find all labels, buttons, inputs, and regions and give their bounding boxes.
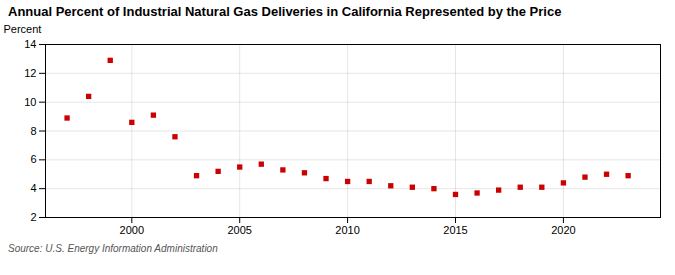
svg-text:2: 2 <box>30 211 36 223</box>
svg-text:6: 6 <box>30 153 36 165</box>
svg-text:2015: 2015 <box>443 224 467 236</box>
svg-text:2020: 2020 <box>551 224 575 236</box>
svg-text:2000: 2000 <box>120 224 144 236</box>
svg-text:4: 4 <box>30 182 36 194</box>
html-text:Source: U.S. Energy Informatio: Source: U.S. Energy Information Administ… <box>8 243 218 254</box>
svg-text:10: 10 <box>24 96 36 108</box>
svg-text:8: 8 <box>30 125 36 137</box>
svg-text:2005: 2005 <box>227 224 251 236</box>
svg-text:12: 12 <box>24 67 36 79</box>
svg-text:2010: 2010 <box>335 224 359 236</box>
svg-text:Percent: Percent <box>4 23 42 35</box>
html-text:Annual Percent of Industrial N: Annual Percent of Industrial Natural Gas… <box>8 4 562 19</box>
svg-text:14: 14 <box>24 38 36 50</box>
